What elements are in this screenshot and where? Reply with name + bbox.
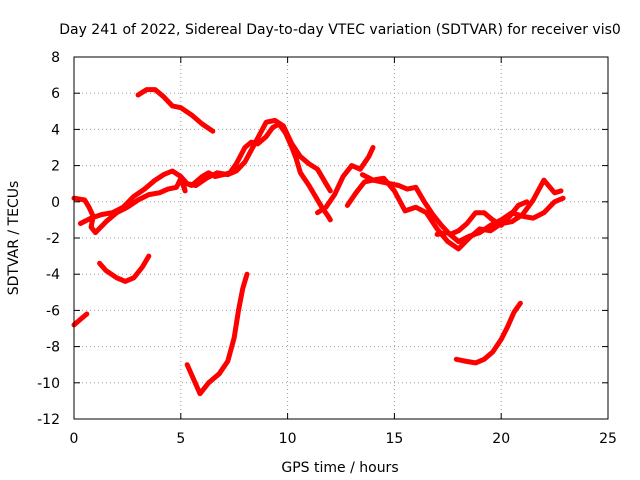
y-tick-label: -4 <box>46 267 60 283</box>
series-arc-5 <box>71 311 90 328</box>
y-tick-label: -6 <box>46 303 60 319</box>
series-arc-10 <box>434 195 566 245</box>
y-tick-label: 4 <box>51 122 60 138</box>
axis-ticks: 0 5 10 15 20 25 -12 -10 -8 -6 -4 -2 0 2 4 6 8 <box>37 50 617 447</box>
y-tick-label: -12 <box>37 412 60 428</box>
series-arc-1 <box>71 121 333 236</box>
x-tick-label: 15 <box>385 431 403 447</box>
series-arc-9 <box>359 172 564 252</box>
y-tick-label: 0 <box>51 195 60 211</box>
y-tick-label: -2 <box>46 231 60 247</box>
series-arc-2 <box>77 117 333 226</box>
y-axis-label: SDTVAR / TECUs <box>6 181 22 296</box>
x-tick-label: 5 <box>176 431 185 447</box>
x-tick-label: 10 <box>279 431 297 447</box>
y-tick-label: -8 <box>46 340 60 356</box>
y-tick-label: 6 <box>51 86 60 102</box>
series-arc-11 <box>453 300 523 366</box>
data-series-group <box>71 87 566 397</box>
chart-title: Day 241 of 2022, Sidereal Day-to-day VTE… <box>59 22 621 38</box>
series-arc-4 <box>97 253 152 284</box>
series-arc-7 <box>315 145 376 216</box>
y-tick-label: 8 <box>51 50 60 66</box>
x-axis-label: GPS time / hours <box>281 460 398 476</box>
x-tick-label: 25 <box>599 431 617 447</box>
y-tick-label: 2 <box>51 159 60 175</box>
y-tick-label: -10 <box>37 376 60 392</box>
series-arc-3 <box>135 87 216 134</box>
x-tick-label: 0 <box>70 431 79 447</box>
x-tick-label: 20 <box>492 431 510 447</box>
grid-lines <box>74 57 608 419</box>
series-arc-6 <box>184 271 250 397</box>
